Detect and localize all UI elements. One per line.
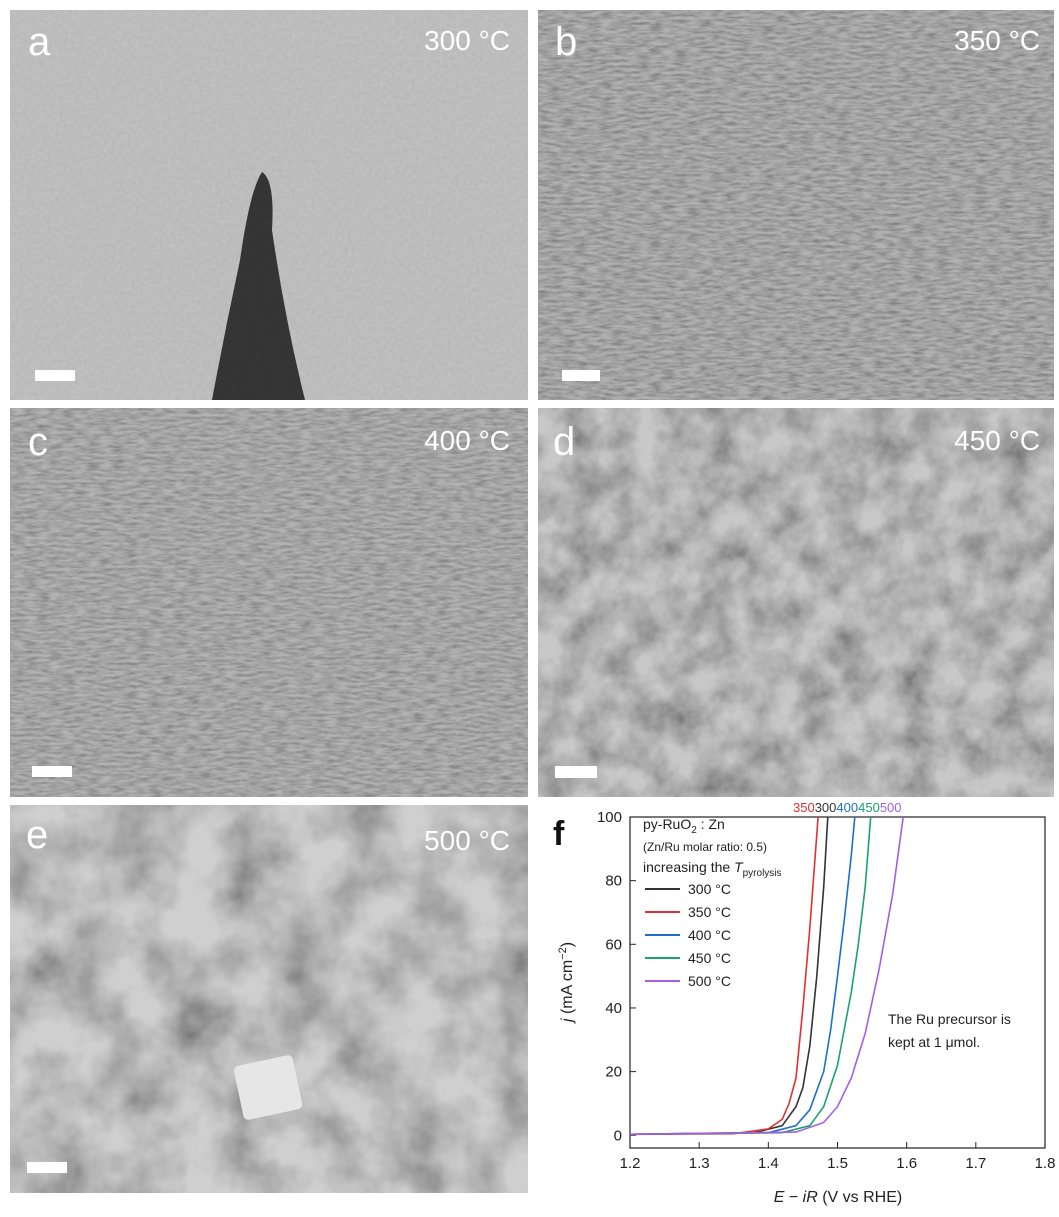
top-label: 500 bbox=[880, 800, 902, 815]
y-tick-label: 100 bbox=[597, 809, 622, 826]
x-tick-label: 1.5 bbox=[827, 1155, 848, 1172]
y-axis-title: j (mA cm−2) bbox=[557, 942, 576, 1024]
legend-label: 400 °C bbox=[688, 927, 731, 943]
x-tick-label: 1.7 bbox=[965, 1155, 986, 1172]
x-axis-title: E − iR (V vs RHE) bbox=[774, 1189, 902, 1206]
annotation: The Ru precursor is bbox=[888, 1011, 1011, 1027]
top-label: 300 bbox=[815, 800, 837, 815]
panel-letter: f bbox=[553, 815, 565, 853]
legend-label: 300 °C bbox=[688, 881, 731, 897]
panel-letter: e bbox=[26, 813, 48, 857]
legend-label: 350 °C bbox=[688, 904, 731, 920]
panel-temperature: 300 °C bbox=[424, 25, 510, 56]
legend-title: py-RuO2 : Zn bbox=[643, 816, 725, 836]
x-tick-label: 1.2 bbox=[620, 1155, 641, 1172]
legend-label: 450 °C bbox=[688, 950, 731, 966]
panel-temperature: 400 °C bbox=[424, 425, 510, 456]
y-tick-label: 60 bbox=[605, 936, 622, 953]
figure: a 300 °C b 350 °C c 400 °C d 450 °C e 50… bbox=[0, 0, 1059, 1212]
x-tick-label: 1.3 bbox=[689, 1155, 710, 1172]
x-tick-label: 1.8 bbox=[1035, 1155, 1056, 1172]
y-tick-label: 0 bbox=[614, 1127, 622, 1144]
legend-note: (Zn/Ru molar ratio: 0.5) bbox=[643, 840, 767, 854]
x-tick-label: 1.6 bbox=[896, 1155, 917, 1172]
chart: f py-RuO2 : Zn (Zn/Ru molar ratio: 0.5) … bbox=[553, 800, 1055, 1206]
panel-letter: c bbox=[28, 420, 48, 464]
sem-panel: b 350 °C bbox=[538, 10, 1054, 400]
panel-letter: a bbox=[28, 20, 51, 64]
top-label: 350 bbox=[793, 800, 815, 815]
panel-temperature: 450 °C bbox=[954, 425, 1040, 456]
legend-label: 500 °C bbox=[688, 973, 731, 989]
y-tick-label: 20 bbox=[605, 1064, 622, 1081]
sem-panel: a 300 °C bbox=[10, 10, 528, 400]
top-label: 400 bbox=[836, 800, 858, 815]
panel-letter: d bbox=[553, 420, 575, 464]
sem-panel: c 400 °C bbox=[10, 408, 528, 797]
sem-panel: d 450 °C bbox=[538, 408, 1054, 797]
panel-temperature: 500 °C bbox=[424, 825, 510, 856]
panel-letter: b bbox=[555, 20, 577, 64]
y-tick-label: 80 bbox=[605, 873, 622, 890]
panel-temperature: 350 °C bbox=[954, 25, 1040, 56]
legend-heading: increasing the Tpyrolysis bbox=[643, 859, 782, 879]
top-label: 450 bbox=[858, 800, 880, 815]
sem-panel: e 500 °C bbox=[10, 805, 528, 1193]
annotation: kept at 1 μmol. bbox=[888, 1034, 980, 1050]
x-tick-label: 1.4 bbox=[758, 1155, 779, 1172]
y-tick-label: 40 bbox=[605, 1000, 622, 1017]
